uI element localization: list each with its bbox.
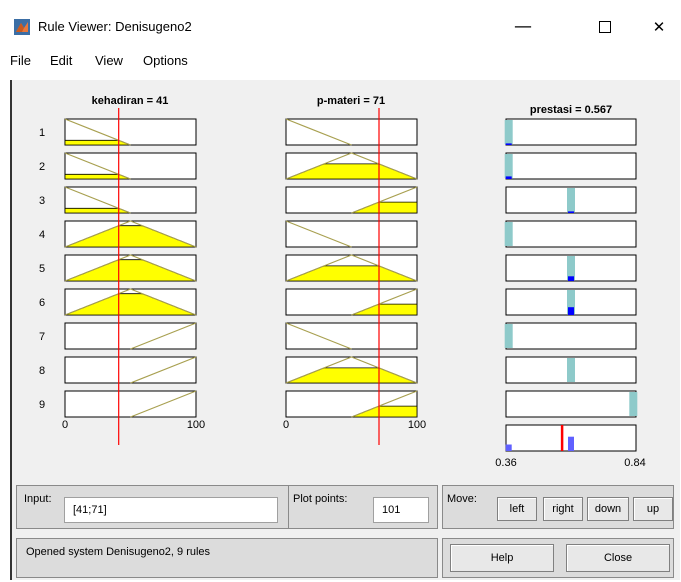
close-icon: ✕ <box>652 18 666 36</box>
rule-5-output-mf <box>567 256 575 280</box>
rule-7-input2-mf <box>285 322 352 350</box>
title-bar: Rule Viewer: Denisugeno2 — ✕ <box>0 0 681 46</box>
rule-3-input2-mf <box>351 186 418 214</box>
move-right-button[interactable]: right <box>543 497 583 521</box>
move-left-button[interactable]: left <box>497 497 537 521</box>
output-tick-min: 0.36 <box>495 457 516 469</box>
input2-tick-min: 0 <box>283 419 289 431</box>
rule-1-output-box <box>505 118 637 146</box>
plot-points-field[interactable]: 101 <box>373 497 429 523</box>
rule-number: 8 <box>39 365 45 377</box>
rule-number: 9 <box>39 399 45 411</box>
input1-tick-max: 100 <box>187 419 205 431</box>
menu-bar: File Edit View Options <box>0 46 681 76</box>
rule-9-input1-mf <box>130 390 197 418</box>
minimize-button[interactable]: — <box>500 12 546 44</box>
matlab-icon <box>14 19 30 35</box>
rule-number: 4 <box>39 229 45 241</box>
rule-3-output-mf <box>567 188 575 212</box>
rule-9-input2-mf <box>351 390 418 418</box>
rule-7-input1-mf <box>130 322 197 350</box>
rule-1-input1-fill <box>64 139 196 146</box>
rule-9-output-box <box>505 390 637 418</box>
aggregate-bar <box>505 444 512 451</box>
input2-label: p-materi = 71 <box>317 95 385 107</box>
rule-4-input1-mf <box>64 220 197 248</box>
rule-5-input2-mf <box>285 254 418 282</box>
rule-8-input2-mf <box>285 356 418 384</box>
rule-2-input1-fill <box>64 173 196 180</box>
rule-5-output-firing <box>568 276 574 281</box>
rule-1-output-mf <box>504 120 513 144</box>
input1-tick-min: 0 <box>62 419 68 431</box>
menu-options[interactable]: Options <box>143 53 188 68</box>
move-up-button[interactable]: up <box>633 497 673 521</box>
rule-number: 1 <box>39 127 45 139</box>
status-text: Opened system Denisugeno2, 9 rules <box>26 546 211 558</box>
rule-number: 5 <box>39 263 45 275</box>
rule-3-output-firing <box>568 211 574 213</box>
rule-number: 2 <box>39 161 45 173</box>
rule-7-output-box <box>505 322 637 350</box>
maximize-icon <box>599 21 611 33</box>
status-frame <box>16 538 438 578</box>
rule-1-input1-mf <box>64 118 131 146</box>
rule-2-output-firing <box>505 176 512 179</box>
rule-4-input2-box <box>285 220 418 248</box>
rule-number: 3 <box>39 195 45 207</box>
minimize-icon: — <box>514 16 532 37</box>
input2-tick-max: 100 <box>408 419 426 431</box>
input1-label: kehadiran = 41 <box>92 95 169 107</box>
rule-6-input2-mf <box>351 288 418 316</box>
menu-file[interactable]: File <box>10 53 31 68</box>
window-title: Rule Viewer: Denisugeno2 <box>38 19 192 34</box>
plot-points-label: Plot points: <box>293 493 348 505</box>
rule-1-output-firing <box>505 143 512 145</box>
output-tick-max: 0.84 <box>624 457 645 469</box>
input-field[interactable]: [41;71] <box>64 497 278 523</box>
output-label: prestasi = 0.567 <box>530 104 612 116</box>
menu-edit[interactable]: Edit <box>50 53 73 68</box>
move-label: Move: <box>447 493 477 505</box>
rule-2-output-box <box>505 152 637 180</box>
aggregate-bar <box>568 436 574 451</box>
maximize-button[interactable] <box>582 12 628 44</box>
rule-2-input1-mf <box>64 152 131 180</box>
rule-7-output-mf <box>504 324 513 348</box>
rule-3-input1-fill <box>64 207 196 214</box>
help-button[interactable]: Help <box>450 544 554 572</box>
rule-1-input2-box <box>285 118 418 146</box>
rule-8-input1-mf <box>130 356 197 384</box>
menu-view[interactable]: View <box>95 53 123 68</box>
rule-1-input2-mf <box>285 118 352 146</box>
rule-2-input2-mf <box>285 152 418 180</box>
close-button[interactable]: Close <box>566 544 670 572</box>
rule-number: 6 <box>39 297 45 309</box>
move-down-button[interactable]: down <box>587 497 629 521</box>
rule-6-output-firing <box>568 307 574 315</box>
rule-7-input2-box <box>285 322 418 350</box>
rule-4-output-box <box>505 220 637 248</box>
rule-6-output-mf <box>567 290 575 314</box>
rule-8-input1-box <box>64 356 197 384</box>
rule-plot-area: kehadiran = 41 p-materi = 71 prestasi = … <box>39 95 646 469</box>
rule-2-input1-box <box>64 152 197 180</box>
rule-9-input1-box <box>64 390 197 418</box>
rule-4-output-mf <box>504 222 513 246</box>
rule-4-input2-mf <box>285 220 352 248</box>
rule-9-output-mf <box>629 392 638 416</box>
input-label: Input: <box>24 493 52 505</box>
close-window-button[interactable]: ✕ <box>636 12 681 44</box>
rule-7-input1-box <box>64 322 197 350</box>
rule-2-output-mf <box>504 154 513 178</box>
rule-8-output-mf <box>567 358 575 382</box>
rule-number: 7 <box>39 331 45 343</box>
rule-3-input1-mf <box>64 186 131 214</box>
rule-6-input1-mf <box>64 288 197 316</box>
rule-5-input1-mf <box>64 254 197 282</box>
